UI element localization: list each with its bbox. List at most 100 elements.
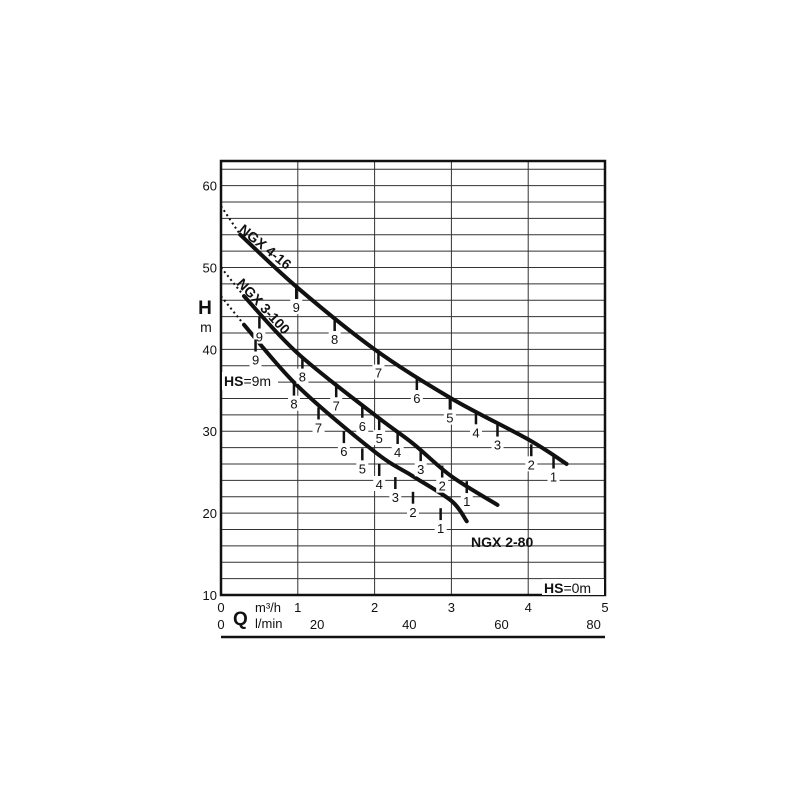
marker-label-background: [249, 351, 262, 367]
marker-label-background: [290, 299, 303, 315]
series-line-0: [238, 232, 569, 466]
marker-label: 8: [331, 332, 338, 347]
y-tick-label: 60: [203, 179, 217, 194]
series-label-ngx-4-16: NGX 4-16: [236, 221, 295, 273]
marker-label: 1: [463, 494, 470, 509]
marker-label-background: [547, 468, 560, 484]
y-tick-label: 50: [203, 260, 217, 275]
y-axis-unit: m: [200, 319, 212, 335]
x-tick-m3h: 5: [601, 600, 608, 615]
marker-label: 9: [293, 300, 300, 315]
marker-label-background: [312, 419, 325, 435]
series-label-ngx-3-100: NGX 3-100: [234, 275, 294, 337]
hs-top-annotation: HS=9m: [224, 373, 271, 389]
marker-label-background: [373, 475, 386, 491]
x-unit-m3h: m³/h: [255, 600, 281, 615]
x-tick-lmin: 0: [217, 617, 224, 632]
y-axis-label: H: [198, 298, 212, 319]
marker-label: 8: [299, 370, 306, 385]
marker-label-background: [434, 520, 447, 536]
marker-label-background: [337, 443, 350, 459]
grid: [221, 161, 605, 595]
x-tick-lmin: 40: [402, 617, 416, 632]
series-dotted-extension: [220, 205, 242, 236]
marker-label-background: [389, 489, 402, 505]
plot-frame: [219, 159, 607, 597]
marker-label: 6: [359, 419, 366, 434]
marker-label: 7: [333, 398, 340, 413]
hs-bottom-background: [542, 579, 604, 595]
marker-label-background: [391, 444, 404, 460]
hs-top-value: =9m: [243, 373, 271, 389]
marker-label: 6: [413, 391, 420, 406]
marker-label-background: [410, 390, 423, 405]
marker-label: 3: [417, 462, 424, 477]
marker-label: 2: [409, 505, 416, 520]
axes: [219, 159, 607, 597]
marker-label: 8: [290, 397, 297, 412]
marker-label: 7: [375, 366, 382, 381]
marker-label-background: [407, 503, 419, 519]
marker-label: 6: [340, 444, 347, 459]
x-tick-lmin: 80: [586, 617, 600, 632]
marker-label-background: [287, 395, 300, 411]
series-line-1: [242, 294, 500, 507]
x-unit-lmin: l/min: [255, 616, 282, 631]
series-dotted-extension: [220, 266, 245, 297]
marker-label-background: [443, 409, 456, 425]
marker-label: 1: [550, 470, 557, 485]
hs-top-background: [222, 372, 278, 390]
marker-label-background: [491, 436, 504, 452]
y-tick-label: 40: [203, 342, 217, 357]
series-line-2: [242, 322, 469, 524]
series-label-ngx-2-80: NGX 2-80: [471, 534, 533, 550]
marker-label-background: [414, 461, 427, 477]
impeller-markers: 9876543219876543219876543219: [249, 287, 560, 536]
marker-label: 5: [376, 431, 383, 446]
marker-label: 7: [315, 420, 322, 435]
series: [220, 205, 569, 524]
y-axis-ticks: 10 20 30 40 50 60: [203, 179, 217, 603]
hs-bottom-annotation: HS=0m: [544, 580, 591, 596]
marker-label-background: [460, 493, 473, 509]
y-tick-label: 10: [203, 588, 217, 603]
marker-label-background: [525, 456, 538, 472]
marker-label: 9: [256, 330, 263, 345]
x-tick-m3h: 2: [371, 600, 378, 615]
x-tick-m3h: 4: [525, 600, 532, 615]
marker-label: 2: [528, 457, 535, 472]
marker-label-background: [372, 364, 385, 380]
x-axis-ticks: 0 1 2 3 4 5 0 20 40 60 80: [217, 600, 608, 632]
marker-label-background: [330, 397, 343, 413]
x-tick-lmin: 60: [494, 617, 508, 632]
x-tick-m3h: 0: [217, 600, 224, 615]
q-label: Q: [233, 609, 248, 630]
hs-bottom-prefix: HS: [544, 580, 563, 596]
marker-label-background: [356, 417, 369, 433]
marker-label-background: [436, 477, 449, 493]
marker-label: 1: [437, 521, 444, 536]
marker-label: 9: [252, 353, 259, 368]
marker-label-background: [373, 430, 386, 446]
x-tick-m3h: 1: [294, 600, 301, 615]
marker-label-background: [328, 331, 341, 347]
marker-label: 5: [446, 411, 453, 426]
marker-label: 3: [494, 438, 501, 453]
marker-label: 4: [472, 425, 479, 440]
marker-label-background: [356, 460, 369, 476]
marker-label: 3: [392, 490, 399, 505]
marker-label: 4: [376, 477, 383, 492]
hs-top-prefix: HS: [224, 373, 243, 389]
marker-label: 5: [359, 461, 366, 476]
marker-label: 4: [394, 445, 401, 460]
x-tick-lmin: 20: [310, 617, 324, 632]
marker-label: 2: [439, 479, 446, 494]
marker-label-background: [296, 368, 309, 384]
hs-bottom-value: =0m: [563, 580, 591, 596]
x-tick-m3h: 3: [448, 600, 455, 615]
marker-label-background: [469, 424, 482, 440]
y-tick-label: 20: [203, 506, 217, 521]
y-tick-label: 30: [203, 424, 217, 439]
series-dotted-extension: [220, 295, 245, 326]
